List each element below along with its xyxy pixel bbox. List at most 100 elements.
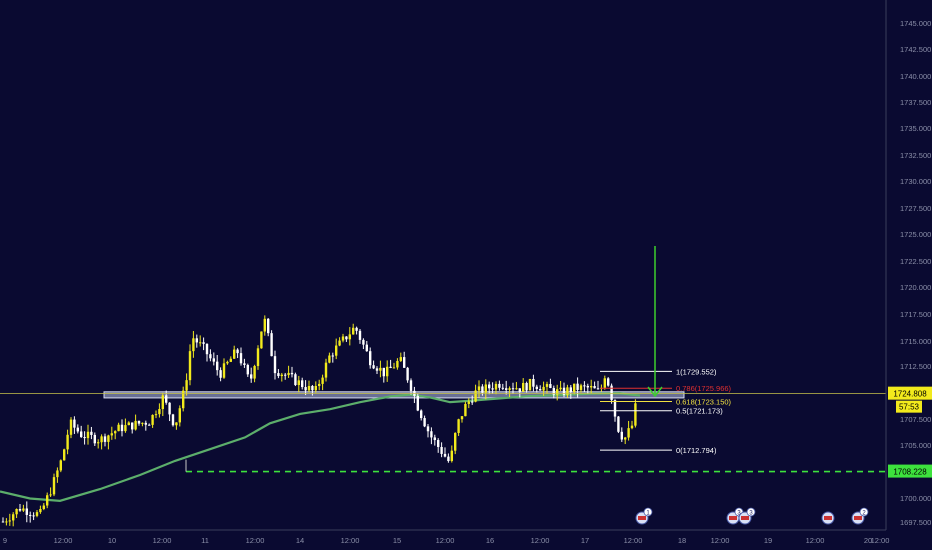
- event-flag-icon[interactable]: 1: [635, 507, 653, 525]
- candle-body: [46, 495, 49, 506]
- candle-body: [120, 424, 124, 432]
- candle: [124, 418, 127, 433]
- resistance-zone[interactable]: [103, 391, 685, 399]
- candle-body: [522, 382, 525, 392]
- candle-body: [607, 378, 610, 386]
- event-flag-stripe: [854, 516, 862, 520]
- event-flag-icon[interactable]: 3: [726, 507, 744, 525]
- candle-body: [620, 431, 623, 440]
- y-tick-label: 1707.500: [900, 415, 931, 424]
- candle-body: [202, 342, 205, 344]
- event-flag-icon[interactable]: 3: [738, 507, 756, 525]
- candle: [358, 329, 362, 344]
- candle-body: [8, 520, 11, 522]
- candle-body: [416, 395, 419, 411]
- candle: [443, 447, 447, 458]
- candle-body: [389, 366, 392, 368]
- candle-body: [297, 380, 300, 386]
- candle: [307, 380, 311, 393]
- y-tick-label: 1717.500: [900, 310, 931, 319]
- candle: [270, 330, 273, 357]
- candle-body: [90, 431, 93, 435]
- candle-body: [83, 436, 86, 439]
- candle: [304, 380, 307, 396]
- y-tick-label: 1730.000: [900, 177, 931, 186]
- candle-body: [525, 382, 528, 391]
- candle-body: [433, 437, 436, 441]
- candle-body: [586, 385, 589, 388]
- candle: [226, 360, 229, 365]
- candle-body: [15, 508, 18, 515]
- candle-body: [420, 410, 423, 419]
- candle: [525, 381, 528, 393]
- y-tick-label: 1727.500: [900, 204, 931, 213]
- candle: [328, 352, 331, 364]
- candle: [263, 315, 266, 336]
- candle: [607, 377, 610, 387]
- candle-body: [76, 427, 79, 432]
- candle-body: [498, 383, 501, 388]
- candle-body: [515, 388, 518, 390]
- candle: [556, 384, 559, 401]
- candle-body: [178, 408, 181, 423]
- candle: [406, 366, 409, 383]
- candle: [562, 382, 566, 398]
- support-price-tag: 1708.228: [888, 464, 932, 478]
- y-tick-label: 1720.000: [900, 283, 931, 292]
- candle: [447, 453, 450, 463]
- candle-body: [250, 374, 253, 379]
- candle-body: [188, 351, 192, 381]
- candle-body: [222, 363, 226, 378]
- candle-body: [131, 422, 134, 430]
- candle-body: [267, 318, 270, 334]
- candle-body: [477, 386, 481, 391]
- candle-body: [556, 389, 559, 395]
- candle-body: [154, 414, 158, 416]
- candle: [624, 436, 627, 445]
- candle: [178, 405, 181, 427]
- x-tick-label: 12:00: [711, 536, 730, 545]
- event-badge: [643, 507, 653, 517]
- candle: [437, 438, 440, 453]
- event-flag-icon[interactable]: [821, 511, 835, 525]
- candle-body: [165, 395, 168, 403]
- y-tick-label: 1700.000: [900, 494, 931, 503]
- candle: [209, 349, 212, 362]
- candle: [246, 363, 249, 377]
- y-tick-label: 1732.500: [900, 151, 931, 160]
- candle-body: [471, 401, 474, 403]
- candle-body: [59, 460, 62, 471]
- candle-body: [69, 419, 73, 435]
- candle: [539, 385, 542, 391]
- candle-body: [12, 514, 15, 521]
- candle-body: [307, 385, 311, 391]
- candle-body: [56, 470, 59, 478]
- candle-body: [219, 370, 222, 378]
- countdown-tag-bg: [896, 400, 922, 413]
- candle: [63, 448, 66, 461]
- candle-body: [260, 331, 263, 349]
- candle: [488, 381, 491, 395]
- current-price-tag: 1724.808: [888, 386, 932, 400]
- candle-body: [73, 419, 76, 428]
- x-tick-label: 12:00: [806, 536, 825, 545]
- y-tick-label: 1697.500: [900, 518, 931, 527]
- candle: [324, 358, 328, 382]
- event-flag-icon[interactable]: 2: [851, 507, 869, 525]
- candle-body: [182, 390, 185, 409]
- candle-body: [440, 446, 443, 454]
- candle: [620, 427, 623, 442]
- candle-body: [447, 456, 450, 462]
- candle: [586, 383, 589, 394]
- candle: [508, 386, 511, 398]
- y-tick-label: 1740.000: [900, 72, 931, 81]
- candle-body: [552, 388, 555, 395]
- candle: [460, 416, 464, 423]
- candle-body: [226, 361, 229, 364]
- x-tick-label: 12:00: [436, 536, 455, 545]
- candle-body: [199, 342, 202, 344]
- candle-body: [39, 508, 42, 513]
- y-tick-label: 1725.000: [900, 230, 931, 239]
- candle-body: [66, 434, 69, 450]
